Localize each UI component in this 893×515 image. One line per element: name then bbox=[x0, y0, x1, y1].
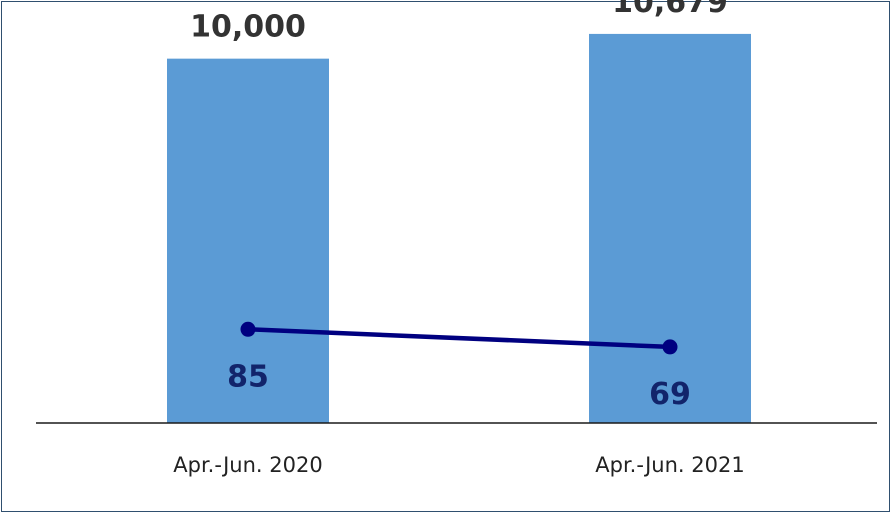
line-series-path bbox=[245, 327, 673, 350]
line-point bbox=[662, 339, 678, 355]
line-value-label: 69 bbox=[649, 377, 691, 412]
line-layer bbox=[240, 321, 678, 355]
line-value-label: 85 bbox=[227, 359, 269, 394]
bar bbox=[167, 58, 329, 424]
x-tick-label: Apr.-Jun. 2020 bbox=[173, 453, 322, 477]
bars-layer bbox=[167, 33, 751, 424]
line-point bbox=[240, 321, 256, 337]
x-tick-label: Apr.-Jun. 2021 bbox=[595, 453, 744, 477]
bar-value-label: 10,000 bbox=[190, 10, 306, 45]
bar bbox=[589, 33, 751, 423]
bar-value-label: 10,679 bbox=[612, 0, 728, 20]
labels-layer: 10,000 10,679 85 69 Apr.-Jun. 2020 Apr.-Jun. … bbox=[173, 0, 744, 477]
